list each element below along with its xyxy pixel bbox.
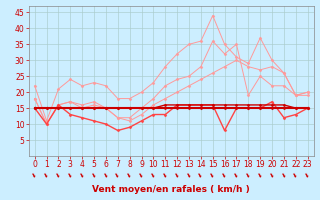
Text: ⬇: ⬇ bbox=[150, 172, 157, 179]
Text: ⬇: ⬇ bbox=[162, 172, 169, 179]
Text: ⬇: ⬇ bbox=[126, 172, 133, 179]
Text: ⬇: ⬇ bbox=[304, 172, 311, 179]
Text: ⬇: ⬇ bbox=[102, 172, 109, 179]
Text: Vent moyen/en rafales ( km/h ): Vent moyen/en rafales ( km/h ) bbox=[92, 184, 250, 194]
Text: ⬇: ⬇ bbox=[245, 172, 252, 179]
Text: ⬇: ⬇ bbox=[257, 172, 264, 179]
Text: ⬇: ⬇ bbox=[197, 172, 204, 179]
Text: ⬇: ⬇ bbox=[209, 172, 216, 179]
Text: ⬇: ⬇ bbox=[79, 172, 86, 179]
Text: ⬇: ⬇ bbox=[67, 172, 74, 179]
Text: ⬇: ⬇ bbox=[174, 172, 181, 179]
Text: ⬇: ⬇ bbox=[186, 172, 193, 179]
Text: ⬇: ⬇ bbox=[280, 172, 287, 179]
Text: ⬇: ⬇ bbox=[114, 172, 121, 179]
Text: ⬇: ⬇ bbox=[233, 172, 240, 179]
Text: ⬇: ⬇ bbox=[91, 172, 98, 179]
Text: ⬇: ⬇ bbox=[43, 172, 50, 179]
Text: ⬇: ⬇ bbox=[268, 172, 276, 179]
Text: ⬇: ⬇ bbox=[138, 172, 145, 179]
Text: ⬇: ⬇ bbox=[292, 172, 299, 179]
Text: ⬇: ⬇ bbox=[31, 172, 38, 179]
Text: ⬇: ⬇ bbox=[55, 172, 62, 179]
Text: ⬇: ⬇ bbox=[221, 172, 228, 179]
